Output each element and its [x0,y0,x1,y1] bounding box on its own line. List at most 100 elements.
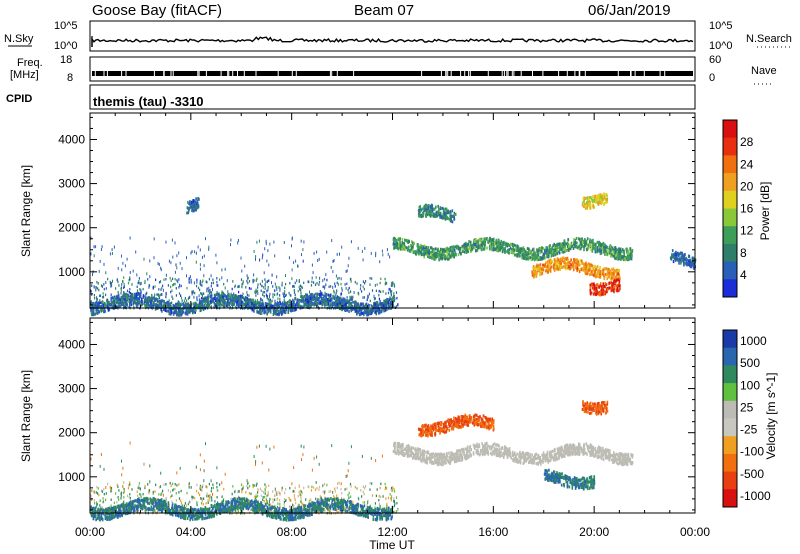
power-cell [335,301,338,305]
power-cell [253,304,255,308]
power-cell [215,253,217,257]
power-cell [194,204,196,207]
power-cell [687,262,689,266]
power-cell [165,291,167,295]
power-cell [554,265,557,269]
power-cell [302,298,304,302]
power-cell [508,244,511,247]
power-cell [403,242,405,246]
power-cell [133,298,136,302]
power-cell [519,254,521,258]
power-cell [122,302,124,306]
power-cell [676,256,678,259]
power-cell [340,292,342,296]
power-cell [267,280,268,284]
power-cell [603,248,605,252]
power-cell [428,249,430,253]
power-cell [523,248,526,252]
power-cell [364,303,367,307]
power-cell [462,250,464,253]
power-cell [170,312,172,316]
power-cell [688,254,690,258]
power-cell [284,290,286,293]
power-cell [138,297,141,301]
power-cell [460,252,462,256]
power-cell [242,280,244,283]
power-cell [398,243,400,246]
power-cell [338,304,341,308]
power-cell [319,301,322,305]
power-cell [132,269,134,273]
power-cell [323,277,326,281]
power-cell [195,305,197,309]
power-cell [589,244,592,248]
power-cell [300,239,302,243]
power-cell [548,263,551,267]
power-cell [248,280,251,283]
power-cell [595,286,598,290]
power-cell [168,302,170,306]
power-cell [91,305,94,309]
power-cell [325,273,327,277]
power-cell [257,310,260,314]
power-cell [216,291,218,294]
power-cell [246,297,249,301]
power-cell [260,305,263,309]
power-cell [599,290,602,294]
power-cell [194,304,197,307]
power-cell [246,279,248,283]
power-cell [613,246,616,250]
nave-label: Nave [751,65,777,77]
power-cell [157,293,159,296]
power-cell [596,245,599,249]
power-cell [154,307,157,311]
power-cell [345,286,347,290]
power-cell [144,295,146,299]
power-cell [310,300,313,304]
power-cell [310,284,313,287]
power-cell [410,247,413,251]
power-cell [595,267,597,271]
power-cell [151,299,153,303]
power-cell [605,193,607,197]
power-cell [433,257,435,261]
power-cell [612,286,614,290]
power-cell [229,297,231,301]
power-cell [181,299,183,302]
power-cell [323,298,325,302]
power-cell [608,286,611,290]
power-cell [101,285,103,288]
power-cell [396,296,398,300]
power-cell [201,300,203,304]
power-cell [548,250,551,254]
nsky-label: N.Sky [4,33,34,45]
power-cell [103,262,105,266]
power-cell [206,289,208,293]
power-cell [227,290,229,294]
power-cell [618,284,620,288]
power-cell [282,302,285,306]
power-cell [438,253,441,257]
power-cell [629,255,631,259]
power-cell [589,292,592,296]
power-cell [356,312,358,316]
power-cell [560,261,563,265]
power-cell [408,249,411,252]
power-cell [605,267,607,271]
power-cell [198,298,201,302]
power-cell [559,260,562,264]
power-cell [190,205,192,209]
power-cell [591,270,593,274]
power-cell [367,313,370,317]
power-cell [140,289,142,292]
power-cell [283,300,286,304]
freq-gap [507,71,509,76]
station-title: Goose Bay (fitACF) [92,2,222,19]
power-cell [453,245,456,249]
power-cell [420,253,423,257]
power-cell [201,294,203,297]
power-cell [540,257,542,261]
freq-gap [487,71,489,76]
power-cell [98,310,100,314]
power-cell [227,299,229,303]
